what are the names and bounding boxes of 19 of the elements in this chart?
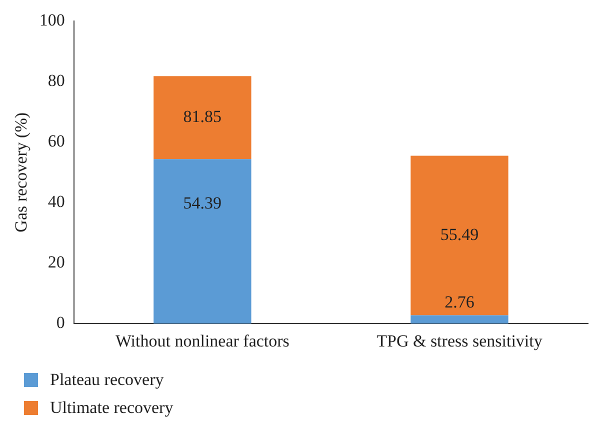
bar: [154, 76, 252, 160]
x-tick-label: TPG & stress sensitivity: [376, 331, 543, 350]
data-label: 54.39: [183, 194, 222, 213]
bar: [410, 156, 508, 316]
bar: [154, 159, 252, 324]
total-label: 55.49: [440, 224, 479, 244]
x-tick-label: Without nonlinear factors: [115, 331, 290, 350]
y-axis-title: Gas recovery (%): [12, 112, 31, 232]
bar: [410, 315, 508, 324]
legend-label: Ultimate recovery: [50, 398, 174, 418]
data-label: 2.76: [444, 292, 474, 312]
y-tick-label: 20: [48, 252, 65, 272]
total-label: 81.85: [183, 107, 222, 126]
y-tick-label: 60: [48, 132, 65, 151]
legend-label: Plateau recovery: [50, 370, 164, 390]
y-tick-label: 100: [39, 10, 65, 30]
y-tick-label: 0: [56, 313, 65, 332]
y-tick-label: 80: [48, 71, 65, 90]
y-tick-label: 40: [48, 192, 65, 212]
